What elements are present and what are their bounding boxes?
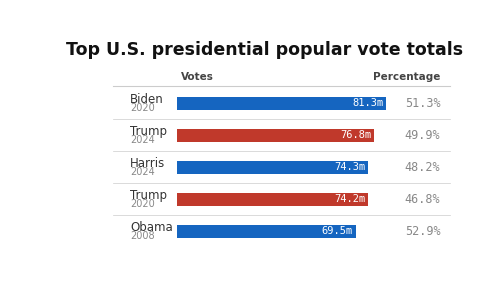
Text: 2020: 2020 — [130, 199, 155, 209]
Text: 74.2m: 74.2m — [334, 194, 365, 205]
FancyBboxPatch shape — [177, 225, 356, 238]
Text: 49.9%: 49.9% — [404, 129, 440, 142]
Text: 2008: 2008 — [130, 231, 155, 241]
Text: 76.8m: 76.8m — [340, 130, 372, 140]
Text: 2024: 2024 — [130, 135, 155, 145]
Text: 46.8%: 46.8% — [404, 193, 440, 206]
Text: Obama: Obama — [130, 221, 173, 234]
Text: 69.5m: 69.5m — [322, 226, 353, 237]
FancyBboxPatch shape — [177, 129, 374, 142]
Text: 81.3m: 81.3m — [352, 98, 384, 108]
Text: 51.3%: 51.3% — [404, 97, 440, 110]
Text: 52.9%: 52.9% — [404, 225, 440, 238]
FancyBboxPatch shape — [177, 161, 368, 174]
Text: 2020: 2020 — [130, 103, 155, 113]
Text: Top U.S. presidential popular vote totals: Top U.S. presidential popular vote total… — [66, 41, 464, 59]
FancyBboxPatch shape — [177, 97, 386, 110]
Text: Percentage: Percentage — [373, 72, 440, 82]
FancyBboxPatch shape — [177, 193, 368, 206]
Text: 2024: 2024 — [130, 167, 155, 177]
Text: 48.2%: 48.2% — [404, 161, 440, 174]
Text: Trump: Trump — [130, 189, 168, 202]
Text: Biden: Biden — [130, 93, 164, 106]
Text: Harris: Harris — [130, 157, 166, 170]
Text: Trump: Trump — [130, 125, 168, 138]
Text: Votes: Votes — [180, 72, 214, 82]
Text: 74.3m: 74.3m — [334, 162, 366, 173]
